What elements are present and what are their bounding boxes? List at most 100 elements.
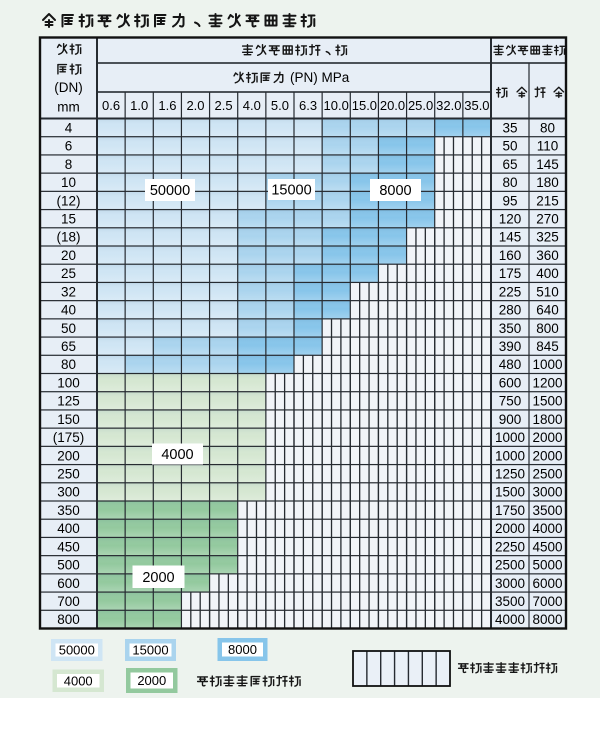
svg-text:0.6: 0.6 [102,98,120,113]
svg-text:7000: 7000 [532,594,562,609]
svg-text:50000: 50000 [59,643,95,658]
svg-text:80: 80 [502,175,517,190]
svg-text:125: 125 [57,394,80,409]
svg-text:1000: 1000 [495,448,525,463]
svg-text:2000: 2000 [532,448,562,463]
svg-text:(18): (18) [56,230,80,245]
svg-text:80: 80 [61,357,76,372]
svg-text:1.0: 1.0 [130,98,148,113]
svg-text:4000: 4000 [161,447,193,463]
svg-text:225: 225 [499,284,522,299]
svg-text:(175): (175) [53,430,85,445]
svg-text:3000: 3000 [495,576,525,591]
svg-text:8000: 8000 [379,183,411,199]
svg-text:25: 25 [61,266,76,281]
svg-text:4000: 4000 [532,521,562,536]
svg-text:8000: 8000 [228,642,257,657]
svg-text:1750: 1750 [495,503,525,518]
svg-text:360: 360 [536,248,559,263]
svg-text:100: 100 [57,375,80,390]
svg-text:145: 145 [536,157,559,172]
svg-text:5.0: 5.0 [271,98,289,113]
svg-text:4: 4 [65,120,73,135]
svg-text:35.0: 35.0 [464,98,489,113]
svg-text:32.0: 32.0 [436,98,461,113]
svg-text:280: 280 [499,303,522,318]
svg-text:1500: 1500 [495,485,525,500]
svg-text:2000: 2000 [142,570,174,586]
svg-text:2.0: 2.0 [186,98,204,113]
svg-text:6.3: 6.3 [299,98,317,113]
svg-text:50000: 50000 [150,183,190,199]
svg-text:35: 35 [502,120,517,135]
svg-text:8: 8 [65,157,73,172]
svg-text:(12): (12) [56,193,80,208]
svg-text:mm: mm [57,100,80,115]
svg-text:5000: 5000 [532,558,562,573]
svg-text:200: 200 [57,448,80,463]
svg-text:175: 175 [499,266,522,281]
svg-text:8000: 8000 [532,612,562,627]
svg-text:15.0: 15.0 [352,98,377,113]
svg-text:3000: 3000 [532,485,562,500]
svg-text:845: 845 [536,339,559,354]
svg-text:900: 900 [499,412,522,427]
svg-text:600: 600 [499,375,522,390]
svg-text:65: 65 [61,339,76,354]
svg-text:600: 600 [57,576,80,591]
svg-text:1800: 1800 [532,412,562,427]
svg-text:300: 300 [57,485,80,500]
svg-text:95: 95 [502,193,517,208]
svg-text:10: 10 [61,175,76,190]
svg-text:640: 640 [536,303,559,318]
svg-text:1000: 1000 [532,357,562,372]
svg-text:15000: 15000 [132,643,168,658]
svg-text:1500: 1500 [532,394,562,409]
svg-text:120: 120 [499,212,522,227]
svg-text:80: 80 [540,120,555,135]
svg-text:400: 400 [536,266,559,281]
svg-text:215: 215 [536,193,559,208]
svg-text:40: 40 [61,303,76,318]
svg-text:4000: 4000 [64,674,93,689]
svg-text:150: 150 [57,412,80,427]
svg-text:65: 65 [502,157,517,172]
svg-text:2000: 2000 [137,673,166,688]
svg-text:4500: 4500 [532,539,562,554]
svg-text:50: 50 [502,139,517,154]
svg-text:6: 6 [65,139,73,154]
svg-text:(DN): (DN) [54,80,83,95]
svg-text:1000: 1000 [495,430,525,445]
svg-text:160: 160 [499,248,522,263]
svg-text:2000: 2000 [532,430,562,445]
svg-text:(PN) MPa: (PN) MPa [290,70,350,85]
svg-text:180: 180 [536,175,559,190]
svg-text:2500: 2500 [532,467,562,482]
svg-text:50: 50 [61,321,76,336]
svg-text:450: 450 [57,539,80,554]
svg-text:800: 800 [536,321,559,336]
svg-text:350: 350 [499,321,522,336]
svg-text:1250: 1250 [495,467,525,482]
svg-text:15: 15 [61,212,76,227]
svg-text:2.5: 2.5 [215,98,233,113]
svg-text:510: 510 [536,284,559,299]
svg-text:350: 350 [57,503,80,518]
svg-text:250: 250 [57,467,80,482]
svg-text:700: 700 [57,594,80,609]
svg-text:480: 480 [499,357,522,372]
svg-text:1200: 1200 [532,375,562,390]
svg-text:4.0: 4.0 [243,98,261,113]
svg-text:32: 32 [61,284,76,299]
svg-text:400: 400 [57,521,80,536]
svg-text:270: 270 [536,212,559,227]
svg-text:4000: 4000 [495,612,525,627]
svg-text:2250: 2250 [495,539,525,554]
svg-text:10.0: 10.0 [324,98,349,113]
svg-text:500: 500 [57,558,80,573]
svg-text:6000: 6000 [532,576,562,591]
svg-text:2000: 2000 [495,521,525,536]
svg-text:750: 750 [499,394,522,409]
svg-text:325: 325 [536,230,559,245]
svg-text:3500: 3500 [495,594,525,609]
